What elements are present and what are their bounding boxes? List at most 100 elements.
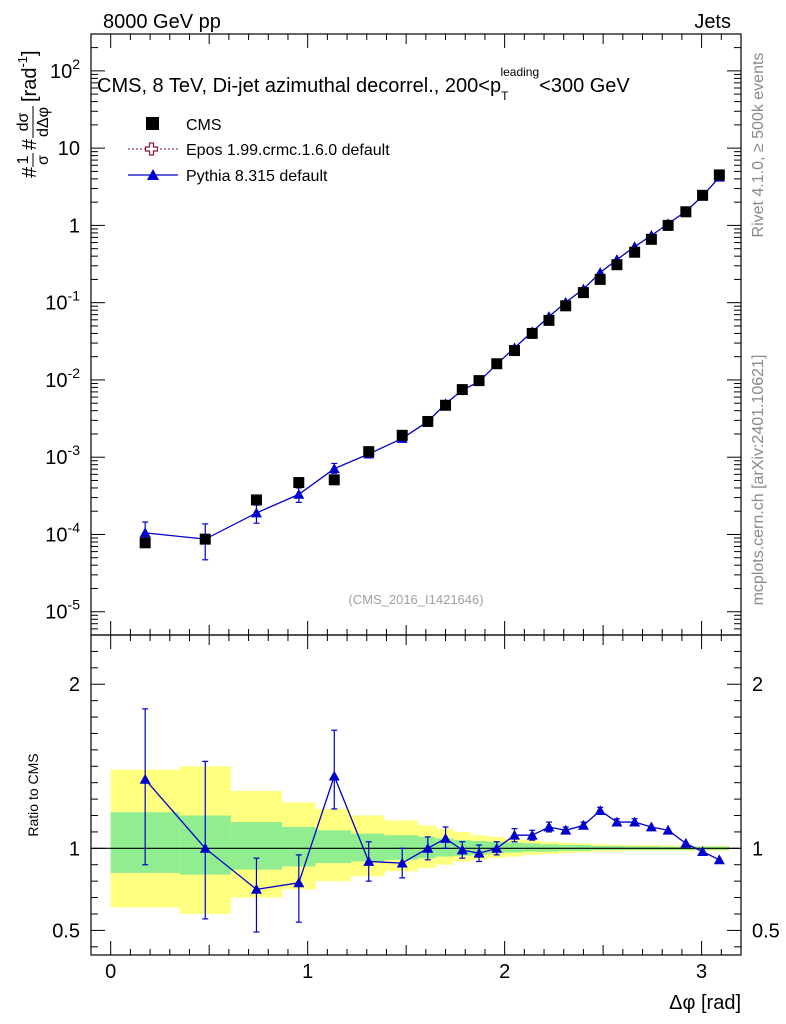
legend: CMS Epos 1.99.crmc.1.6.0 default Pythia …	[128, 117, 390, 185]
x-tick-label: 2	[499, 961, 510, 983]
pythia-ratio-marker	[422, 842, 434, 853]
pythia-marker	[139, 527, 151, 538]
ratio-y-tick-label: 1	[69, 838, 80, 860]
legend-pythia-label: Pythia 8.315 default	[186, 168, 328, 185]
cms-data-point	[199, 533, 211, 545]
ylabel-frac1-num: 1	[15, 155, 32, 164]
cms-data-points	[139, 169, 725, 549]
cms-data-point	[139, 537, 151, 549]
pythia-ratio-marker	[328, 770, 340, 781]
stat-uncertainty-band	[522, 843, 541, 852]
cms-data-point	[440, 399, 452, 411]
cms-data-point	[422, 415, 434, 427]
ratio-y-tick-label: 0.5	[52, 920, 80, 942]
cms-data-point	[611, 259, 623, 271]
cms-data-point	[526, 327, 538, 339]
x-tick-labels: 0 1 2 3	[105, 961, 707, 983]
chart-title: CMS, 8 TeV, Di-jet azimuthal decorrel., …	[97, 65, 630, 103]
cms-data-point	[645, 233, 657, 245]
title-sup: leading	[500, 65, 539, 79]
ratio-y-tick-label-right: 0.5	[752, 920, 780, 942]
cms-data-point	[662, 219, 674, 231]
legend-epos-label: Epos 1.99.crmc.1.6.0 default	[186, 142, 390, 159]
ratio-frame	[90, 634, 742, 956]
pythia-ratio-marker	[713, 854, 725, 865]
ratio-y-tick-label-right: 1	[752, 838, 763, 860]
ratio-y-tick-label: 2	[69, 674, 80, 696]
pythia-marker	[250, 507, 262, 518]
pythia-ratio-marker	[526, 829, 538, 840]
title-sub: T	[501, 89, 509, 103]
cms-data-point	[577, 287, 589, 299]
cms-data-point	[543, 314, 555, 326]
pythia-ratio-marker	[611, 816, 623, 827]
pythia-ratio-marker	[440, 832, 452, 843]
ratio-x-ticks	[110, 635, 722, 955]
pythia-ratio-marker	[508, 829, 520, 840]
pythia-marker	[328, 463, 340, 474]
ratio-y-tick-label-right: 2	[752, 674, 763, 696]
pythia-ratio-curve	[139, 708, 725, 933]
cms-data-point	[363, 446, 375, 458]
pythia-ratio-marker	[473, 847, 485, 858]
watermark: (CMS_2016_I1421646)	[348, 592, 483, 607]
main-y-tick-label: 102	[50, 56, 80, 83]
pythia-ratio-marker	[250, 883, 262, 894]
pythia-ratio-marker	[543, 821, 555, 832]
stat-uncertainty-band	[504, 842, 523, 853]
pythia-marker	[293, 488, 305, 499]
legend-epos-marker	[144, 142, 159, 156]
stat-uncertainty-band	[384, 835, 418, 860]
x-tick-label: 0	[105, 961, 116, 983]
cms-data-point	[491, 358, 503, 370]
legend-cms-marker	[146, 117, 159, 130]
pythia-ratio-marker	[491, 842, 503, 853]
pythia-ratio-marker	[645, 821, 657, 832]
ylabel-frac2-den: dΔφ	[35, 107, 52, 137]
pythia-ratio-marker	[662, 824, 674, 835]
legend-pythia-marker	[147, 169, 159, 180]
x-axis-label: Δφ [rad]	[669, 992, 741, 1014]
stat-uncertainty-band	[435, 838, 454, 857]
title-tail: <300 GeV	[539, 75, 630, 97]
main-x-ticks	[110, 34, 722, 635]
main-y-tick-labels: 10-5 10-4 10-3 10-2 10-1 1 10 102	[45, 56, 80, 624]
stat-uncertainty-band	[315, 830, 351, 864]
pythia-ratio-marker	[594, 805, 606, 815]
main-y-axis-label: # 1 σ # dσ dΔφ [rad-1]	[15, 50, 52, 178]
main-y-tick-label: 10-5	[45, 597, 80, 624]
pythia-ratio-marker	[629, 816, 641, 827]
cms-data-point	[697, 189, 709, 201]
cms-data-point	[293, 477, 305, 489]
header-left: 8000 GeV pp	[103, 11, 221, 33]
x-tick-label: 3	[696, 961, 707, 983]
cms-data-point	[680, 206, 692, 218]
ylabel-hash2: #	[19, 138, 41, 150]
pythia-ratio-marker	[680, 837, 692, 848]
pythia-ratio-marker	[363, 855, 375, 866]
ylabel-frac2-num: dσ	[15, 112, 32, 131]
ratio-panel: 0.5 0.5 1 1 2 2	[52, 634, 780, 956]
stat-uncertainty-band	[351, 833, 385, 862]
cms-data-point	[594, 273, 606, 285]
cms-data-point	[560, 300, 572, 312]
pythia-curve	[139, 171, 725, 561]
pythia-ratio-marker	[456, 844, 468, 855]
pythia-ratio-marker	[293, 877, 305, 888]
ylabel-unit: [rad-1]	[15, 50, 41, 102]
legend-cms-label: CMS	[186, 117, 222, 134]
ratio-y-ticks: 0.5 0.5 1 1 2 2	[52, 634, 780, 948]
pythia-ratio-marker	[577, 819, 589, 830]
cms-data-point	[456, 384, 468, 396]
main-y-tick-label: 10-4	[45, 519, 80, 546]
uncertainty-bands	[110, 766, 730, 914]
title-main: CMS, 8 TeV, Di-jet azimuthal decorrel., …	[97, 75, 501, 97]
main-y-ticks	[91, 33, 741, 630]
main-y-tick-label: 10-1	[45, 288, 80, 315]
pythia-ratio-marker	[199, 842, 211, 853]
cms-data-point	[250, 494, 262, 506]
cms-data-point	[629, 246, 641, 258]
pythia-line	[145, 176, 720, 540]
x-tick-label: 1	[302, 961, 313, 983]
